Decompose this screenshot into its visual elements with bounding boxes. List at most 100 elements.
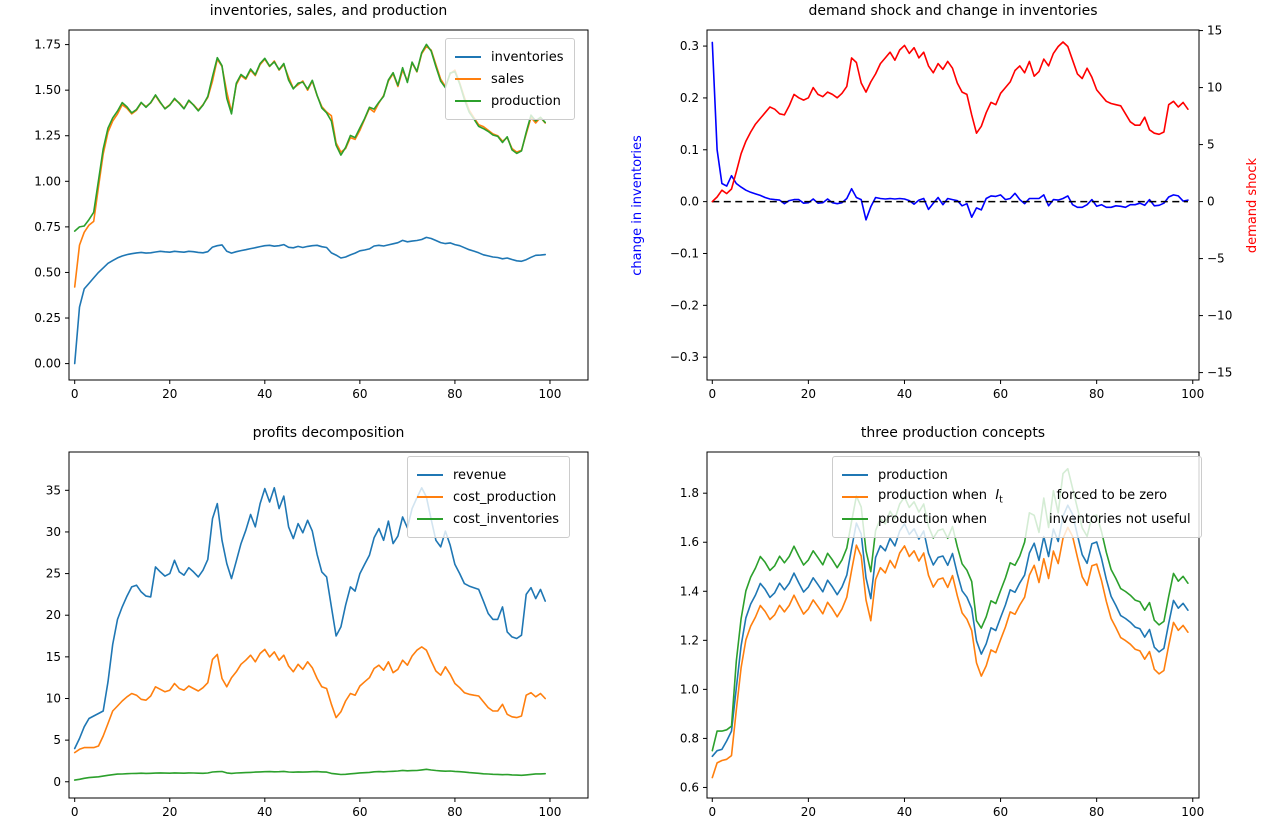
legend-item: production when It forced to be zero — [842, 486, 1191, 508]
x-tick-label: 60 — [993, 805, 1008, 819]
right-y-tick-label: −5 — [1207, 252, 1225, 266]
right-y-tick-label: 5 — [1207, 138, 1215, 152]
legend-line-sample — [842, 474, 868, 476]
y-tick-label: 1.6 — [680, 535, 699, 549]
plot-area: 0 20 40 60 80 100 0 5 10 15 20 25 30 35 — [46, 451, 589, 819]
series-line-revenue — [73, 486, 547, 750]
y-tick-label: 1.50 — [34, 83, 61, 97]
y-axis-label: change in inventories — [629, 134, 645, 276]
x-tick-label: 80 — [447, 805, 462, 819]
legend-label: inventories — [491, 49, 564, 65]
x-tick-label: 40 — [897, 387, 912, 401]
legend-item: cost_production — [417, 486, 559, 508]
y-tick-label: 1.8 — [680, 486, 699, 500]
legend-line-sample — [417, 518, 443, 520]
series-line-change-in-inventories — [711, 41, 1189, 221]
series-line-production-when-i-t-forced-to-be-zero — [711, 526, 1189, 779]
legend-label: production — [878, 467, 948, 483]
y-tick-label: 10 — [46, 691, 61, 705]
axes-border — [68, 29, 589, 381]
legend: inventories sales production — [445, 38, 575, 120]
right-y-tick-label: 10 — [1207, 81, 1222, 95]
y-tick-label: 1.00 — [34, 174, 61, 188]
y-tick-label: 20 — [46, 608, 61, 622]
legend-line-sample — [842, 518, 868, 520]
subplot-profits-decomposition: profits decomposition 0 20 40 60 80 100 0 5 10 15… — [46, 425, 589, 819]
subplot-inventories-sales-production: inventories, sales, and production 0 20 40… — [34, 3, 589, 401]
legend: production production when It forced to b… — [832, 456, 1202, 538]
x-tick-label: 60 — [352, 387, 367, 401]
subplot-three-production-concepts: three production concepts 0 20 40 60 80 100 0.… — [680, 425, 1204, 819]
x-tick-label: 60 — [993, 387, 1008, 401]
legend-item: inventories — [455, 46, 564, 68]
legend-line-sample — [417, 496, 443, 498]
y-tick-label: 0.2 — [680, 91, 699, 105]
y-tick-label: 0 — [53, 775, 61, 789]
subplot-title: demand shock and change in inventories — [808, 3, 1098, 19]
series-line-demand-shock — [711, 41, 1189, 203]
y-tick-label: 0.50 — [34, 265, 61, 279]
right-y-tick-label: 0 — [1207, 195, 1215, 209]
x-tick-label: 100 — [1181, 805, 1204, 819]
series-line-cost-inventories — [73, 768, 547, 781]
x-tick-label: 0 — [71, 805, 79, 819]
y-tick-label: 5 — [53, 733, 61, 747]
x-tick-label: 20 — [162, 805, 177, 819]
right-y-tick-label: −15 — [1207, 366, 1232, 380]
y-tick-label: −0.3 — [670, 350, 699, 364]
x-tick-label: 20 — [801, 387, 816, 401]
legend-label: production when inventories not useful — [878, 511, 1191, 527]
x-tick-label: 80 — [447, 387, 462, 401]
y-tick-label: 1.4 — [680, 584, 699, 598]
legend-line-sample — [455, 56, 481, 58]
legend-label: production — [491, 93, 561, 109]
x-tick-label: 100 — [1181, 387, 1204, 401]
x-tick-label: 0 — [708, 805, 716, 819]
x-tick-label: 40 — [257, 387, 272, 401]
right-y-tick-label: −10 — [1207, 309, 1232, 323]
legend-line-sample — [455, 78, 481, 80]
legend-item: production — [842, 464, 1191, 486]
series-line-production — [711, 504, 1189, 758]
y-tick-label: 1.2 — [680, 633, 699, 647]
axes-border — [68, 451, 589, 799]
y-tick-label: 0.3 — [680, 39, 699, 53]
legend-item: production — [455, 90, 564, 112]
y-tick-label: 1.75 — [34, 38, 61, 52]
right-y-tick-label: 15 — [1207, 24, 1222, 38]
x-tick-label: 40 — [897, 805, 912, 819]
x-tick-label: 100 — [539, 387, 562, 401]
legend-item: sales — [455, 68, 564, 90]
y-tick-label: 1.0 — [680, 682, 699, 696]
x-tick-label: 0 — [708, 387, 716, 401]
legend-label: cost_inventories — [453, 511, 560, 527]
plot-area: 0 20 40 60 80 100 0.6 0.8 1.0 1.2 1.4 1.6 1.8 — [680, 451, 1204, 819]
y-tick-label: 0.6 — [680, 780, 699, 794]
subplot-demand-shock-change-in-inventories: demand shock and change in inventories 0… — [630, 3, 1261, 401]
y-tick-label: 35 — [46, 483, 61, 497]
y-tick-label: 0.1 — [680, 143, 699, 157]
x-tick-label: 20 — [162, 387, 177, 401]
y-tick-label: −0.1 — [670, 246, 699, 260]
legend-label: sales — [491, 71, 525, 87]
legend-item: production when inventories not useful — [842, 508, 1191, 530]
y-tick-label: 0.0 — [680, 195, 699, 209]
subplot-title: three production concepts — [860, 425, 1046, 441]
y-tick-label: 15 — [46, 650, 61, 664]
axes-border — [706, 29, 1200, 381]
legend-item: cost_inventories — [417, 508, 559, 530]
x-tick-label: 80 — [1089, 387, 1104, 401]
x-tick-label: 80 — [1089, 805, 1104, 819]
y-tick-label: −0.2 — [670, 298, 699, 312]
subplot-title: inventories, sales, and production — [209, 3, 448, 19]
series-line-cost-production — [73, 646, 547, 754]
y-tick-label: 0.75 — [34, 220, 61, 234]
legend-line-sample — [455, 100, 481, 102]
legend-item: revenue — [417, 464, 559, 486]
legend-label: revenue — [453, 467, 507, 483]
y-tick-label: 0.25 — [34, 311, 61, 325]
y-tick-label: 30 — [46, 525, 61, 539]
right-y-axis-label: demand shock — [1245, 157, 1261, 253]
y-tick-label: 0.8 — [680, 731, 699, 745]
